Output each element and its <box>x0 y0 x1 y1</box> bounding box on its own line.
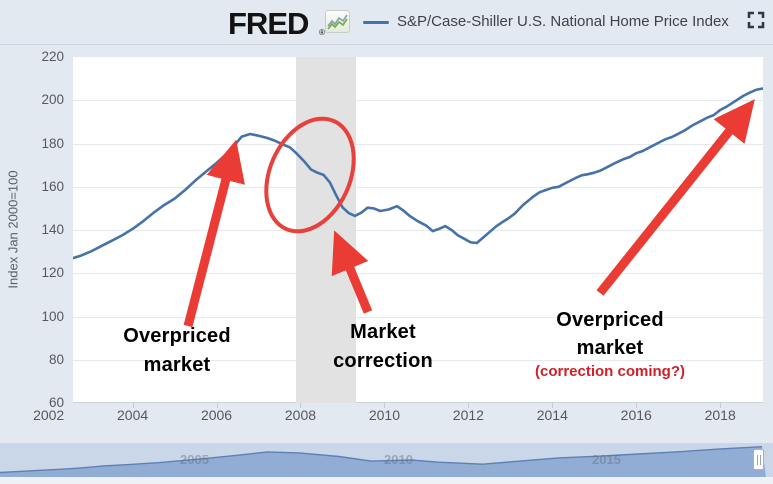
gridline <box>73 359 763 361</box>
price-line <box>73 87 763 260</box>
y-axis-title: Index Jan 2000=100 <box>5 170 21 289</box>
x-axis-tick <box>552 403 554 408</box>
fred-logo: FRED <box>228 6 309 41</box>
gridline <box>73 230 763 231</box>
navigator-year-label: 2010 <box>384 452 413 467</box>
annotation-market-correction: Market correction <box>333 321 433 372</box>
grip-line <box>757 455 758 465</box>
x-axis-tick <box>300 403 302 408</box>
x-axis-tick <box>216 403 218 408</box>
fullscreen-button[interactable] <box>747 11 767 31</box>
y-axis-label: 100 <box>41 308 64 324</box>
grip-line <box>760 455 761 465</box>
gridline <box>73 143 763 145</box>
y-axis-label: 140 <box>41 222 64 237</box>
x-axis-tick <box>720 403 722 408</box>
y-axis-label: 200 <box>41 92 64 108</box>
navigator[interactable]: 2005 2010 2015 <box>0 443 773 477</box>
annotation-overpriced-right: Overpriced market (correction coming?) <box>505 306 715 382</box>
y-axis-label: 120 <box>41 265 64 281</box>
x-axis-tick <box>384 403 386 408</box>
fred-sparkline-icon <box>325 10 350 33</box>
legend-line-marker <box>363 21 389 24</box>
gridline <box>73 186 763 188</box>
navigator-area <box>0 446 766 477</box>
y-axis-label: 60 <box>48 395 64 410</box>
y-axis-label: 220 <box>41 49 64 64</box>
y-axis-label: 80 <box>48 351 64 367</box>
bottom-strip <box>0 477 773 484</box>
y-axis-label: 180 <box>41 135 64 151</box>
legend-label: S&P/Case-Shiller U.S. National Home Pric… <box>397 13 729 30</box>
navigator-year-label: 2015 <box>592 452 621 467</box>
x-axis-label: 2006 <box>200 407 233 423</box>
header: FRED ® S&P/Case-Shiller U.S. National Ho… <box>0 0 773 45</box>
annotation-overpriced-left: Overpriced market <box>123 325 231 376</box>
x-axis-label: 2002 <box>33 407 65 423</box>
x-axis-label: 2012 <box>452 407 484 423</box>
x-axis-label: 2014 <box>536 407 568 423</box>
x-axis-tick <box>468 403 470 408</box>
x-axis-label: 2008 <box>284 407 317 423</box>
registered-mark: ® <box>319 28 325 37</box>
fullscreen-expand-icon <box>747 11 765 29</box>
navigator-line <box>0 446 763 474</box>
x-axis-label: 2004 <box>117 407 149 423</box>
x-axis-tick <box>636 403 638 408</box>
gridline <box>73 273 763 275</box>
x-axis-label: 2018 <box>704 407 736 423</box>
x-axis-label: 2010 <box>368 407 400 423</box>
annotation-correction-coming: (correction coming?) <box>534 363 685 380</box>
gridline <box>73 100 763 102</box>
x-axis-label: 2016 <box>620 407 652 423</box>
x-axis-tick <box>132 403 134 408</box>
y-axis-label: 160 <box>41 178 64 194</box>
gridline <box>73 316 763 318</box>
navigator-year-label: 2005 <box>180 452 209 467</box>
navigator-scrollbar-handle[interactable] <box>753 449 764 470</box>
